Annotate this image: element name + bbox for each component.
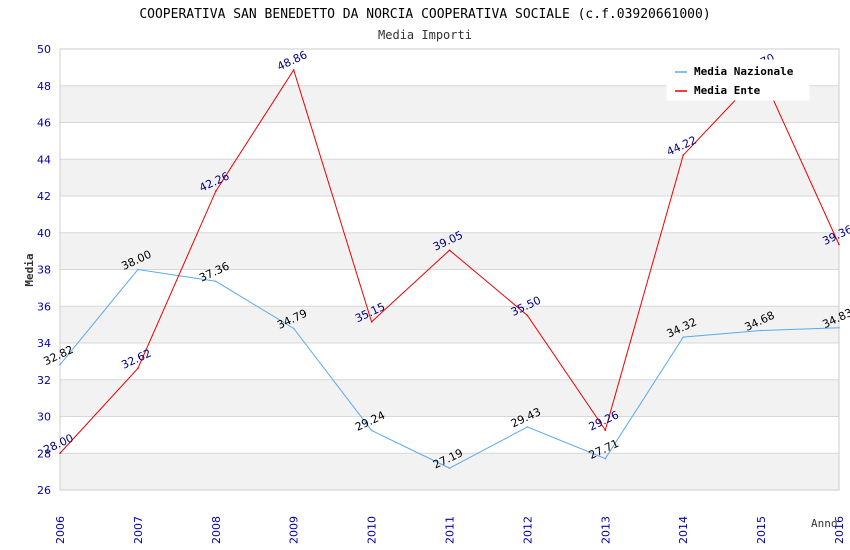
y-tick-label: 34 — [37, 337, 51, 350]
background-band — [60, 159, 839, 196]
x-tick-label: 2009 — [288, 516, 301, 544]
x-tick-label: 2006 — [54, 516, 67, 544]
chart-title: COOPERATIVA SAN BENEDETTO DA NORCIA COOP… — [139, 7, 710, 22]
data-point — [838, 326, 840, 329]
background-band — [60, 453, 839, 490]
legend: Media Nazionale Media Ente — [666, 59, 810, 101]
y-tick-label: 50 — [37, 43, 51, 56]
data-point — [292, 327, 295, 330]
x-tick-label: 2010 — [366, 516, 379, 544]
y-tick-label: 32 — [37, 374, 51, 387]
x-tick-label: 2011 — [444, 516, 457, 544]
legend-label-media-ente: Media Ente — [694, 84, 761, 97]
chart-subtitle: Media Importi — [378, 28, 472, 42]
data-point — [448, 249, 451, 252]
background-band — [60, 379, 839, 417]
y-tick-label: 38 — [37, 264, 51, 277]
data-point — [292, 69, 295, 71]
data-point — [137, 268, 139, 271]
data-point — [682, 154, 684, 157]
x-axis-title: Anno — [811, 517, 838, 530]
y-axis-title: Media — [23, 253, 36, 286]
x-tick-label: 2013 — [599, 516, 612, 544]
y-tick-label: 36 — [37, 300, 51, 313]
x-tick-label: 2012 — [521, 516, 534, 544]
data-point — [526, 314, 529, 317]
data-point — [604, 457, 607, 460]
data-point — [448, 467, 451, 469]
legend-label-media-nazionale: Media Nazionale — [694, 65, 794, 78]
data-point — [370, 429, 373, 432]
x-tick-label: 2007 — [132, 516, 145, 544]
series-lines — [59, 68, 840, 469]
y-tick-label: 44 — [37, 153, 51, 166]
y-axis-tick-labels: 26 28 30 32 34 36 38 40 42 44 46 48 50 — [37, 43, 51, 497]
x-tick-label: 2008 — [210, 516, 223, 544]
data-point — [137, 367, 139, 370]
data-point — [604, 429, 607, 431]
y-tick-label: 30 — [37, 411, 51, 424]
background-band — [60, 306, 839, 343]
y-tick-label: 42 — [37, 190, 51, 203]
plot-area-border — [59, 48, 840, 491]
data-point — [215, 280, 217, 283]
x-tick-label: 2015 — [755, 516, 768, 544]
data-label: 44.22 — [665, 133, 699, 158]
data-point — [760, 329, 762, 332]
data-point — [59, 363, 61, 366]
x-tick-label: 2014 — [677, 516, 690, 544]
data-label: 48.86 — [275, 48, 309, 73]
y-tick-label: 28 — [37, 447, 51, 460]
data-point — [215, 190, 217, 193]
plot-background-bands — [60, 85, 839, 490]
y-tick-label: 40 — [37, 227, 51, 240]
data-point — [370, 321, 373, 323]
y-tick-label: 46 — [37, 117, 51, 130]
data-point — [682, 336, 684, 338]
y-tick-label: 26 — [37, 484, 51, 497]
x-axis-tick-labels: 2006 2007 2008 2009 2010 2011 2012 2013 2014 2015… — [54, 516, 846, 544]
series-line-media-nazionale — [59, 268, 840, 469]
data-label: 32.62 — [119, 347, 153, 372]
data-point — [838, 243, 840, 246]
legend-box — [666, 59, 810, 101]
data-point — [59, 452, 61, 455]
y-tick-label: 48 — [37, 80, 51, 93]
x-tick-label: 2016 — [833, 516, 846, 544]
data-point — [526, 426, 529, 428]
